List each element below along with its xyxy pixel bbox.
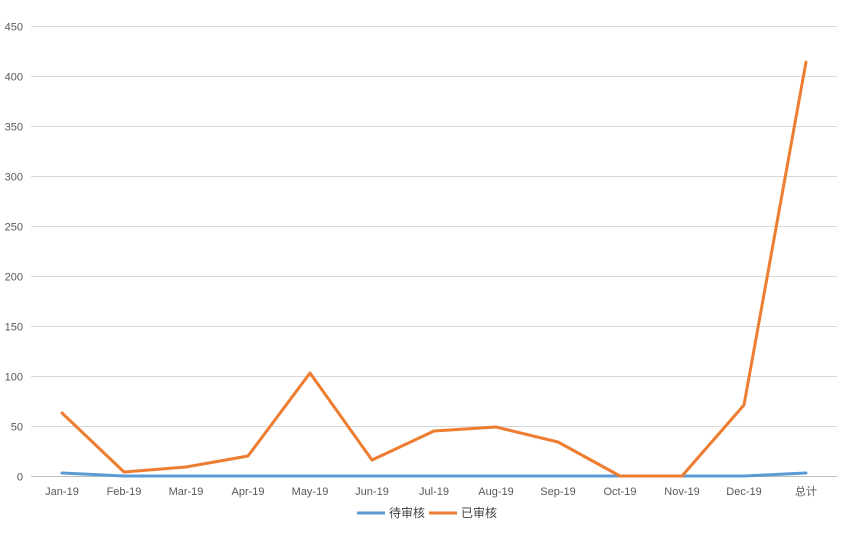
y-tick-label: 150 <box>5 322 23 334</box>
y-tick-label: 450 <box>5 22 23 34</box>
y-tick-label: 50 <box>11 422 23 434</box>
series-line-1 <box>60 60 808 478</box>
x-tick-label: Oct-19 <box>603 486 636 498</box>
x-tick-label: Jan-19 <box>45 486 79 498</box>
series-line-0 <box>60 471 808 478</box>
y-tick-label: 300 <box>5 172 23 184</box>
y-tick-label: 250 <box>5 222 23 234</box>
x-tick-label: Sep-19 <box>540 486 575 498</box>
legend: 待审核 已审核 <box>357 505 497 520</box>
x-tick-label: 总计 <box>795 484 817 498</box>
y-tick-label: 100 <box>5 372 23 384</box>
y-axis-tick-labels: 0 50 100 150 200 250 300 350 400 450 <box>5 22 23 484</box>
x-tick-label: Aug-19 <box>478 486 513 498</box>
x-axis-tick-labels: Jan-19 Feb-19 Mar-19 Apr-19 May-19 Jun-19 Jul-… <box>45 484 817 498</box>
x-tick-label: Mar-19 <box>169 486 204 498</box>
x-tick-label: Nov-19 <box>664 486 699 498</box>
x-tick-label: Feb-19 <box>107 486 142 498</box>
x-tick-label: Apr-19 <box>231 486 264 498</box>
y-tick-label: 350 <box>5 122 23 134</box>
x-tick-label: Jun-19 <box>355 486 389 498</box>
series-lines <box>60 60 808 478</box>
legend-label: 已审核 <box>461 505 497 520</box>
y-tick-label: 400 <box>5 72 23 84</box>
x-tick-label: Dec-19 <box>726 486 761 498</box>
y-tick-label: 0 <box>17 472 23 484</box>
y-tick-label: 200 <box>5 272 23 284</box>
legend-label: 待审核 <box>389 505 425 520</box>
gridlines <box>31 26 837 477</box>
x-tick-label: Jul-19 <box>419 486 449 498</box>
x-tick-label: May-19 <box>292 486 329 498</box>
